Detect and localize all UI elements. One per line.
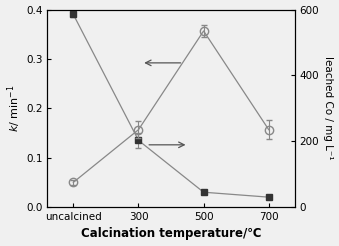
- Y-axis label: $k$/ min$^{-1}$: $k$/ min$^{-1}$: [5, 85, 23, 132]
- X-axis label: Calcination temperature/℃: Calcination temperature/℃: [81, 228, 261, 240]
- Y-axis label: leached Co / mg L⁻¹: leached Co / mg L⁻¹: [323, 57, 334, 160]
